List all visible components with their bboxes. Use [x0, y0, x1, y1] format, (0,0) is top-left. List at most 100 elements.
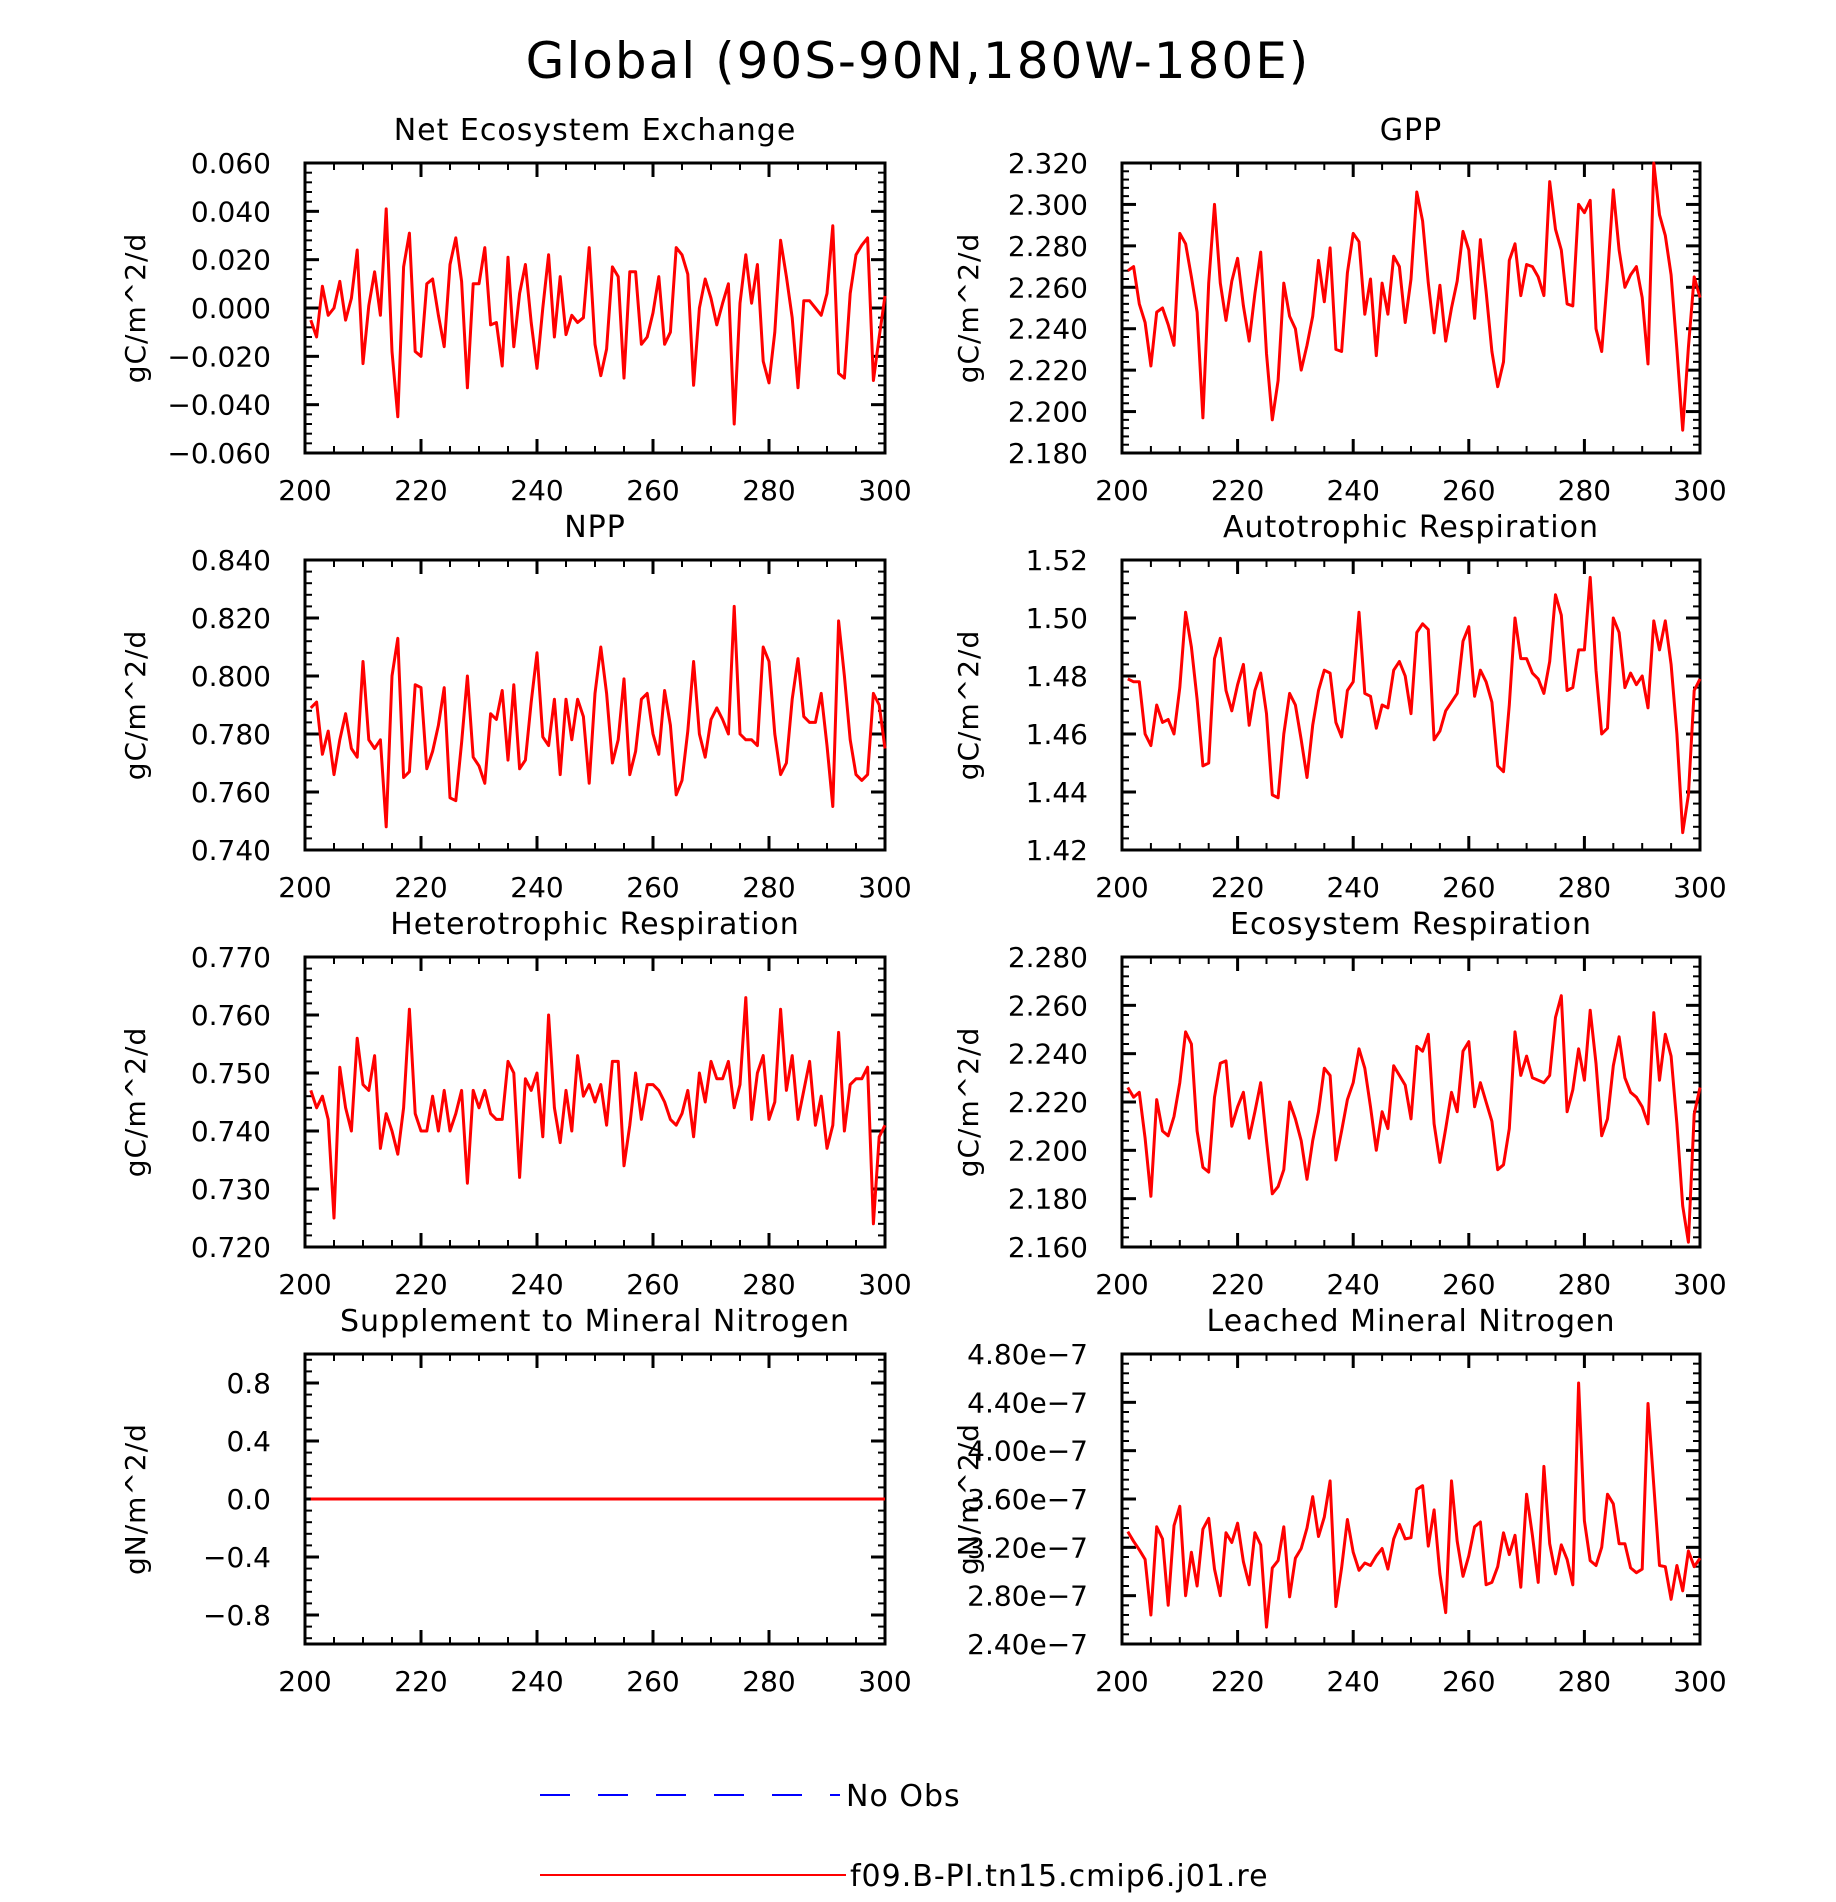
y-tick-label: 2.180 — [1008, 437, 1088, 470]
legend: No Obs f09.B-PI.tn15.cmip6.j01.re — [540, 1779, 1269, 1894]
y-tick-label: 2.260 — [1008, 989, 1088, 1022]
panel-7: Supplement to Mineral Nitrogen gN/m^2/d 20… — [119, 1304, 912, 1698]
plot-frame — [1120, 1352, 1702, 1646]
x-tick-label: 240 — [510, 871, 563, 904]
y-tick-label: −0.040 — [167, 389, 271, 422]
panel-title: Autotrophic Respiration — [1223, 510, 1599, 545]
panel-title: NPP — [564, 510, 626, 545]
y-tick-label: −0.4 — [203, 1541, 271, 1574]
y-tick-label: 0.040 — [191, 195, 271, 228]
y-axis-label: gN/m^2/d — [119, 1423, 152, 1575]
y-axis-label: gC/m^2/d — [952, 1027, 985, 1178]
panel-2: GPP gC/m^2/d 200 220 240 260 280 300 2.180 2.200 2… — [952, 113, 1727, 507]
y-axis-label: gC/m^2/d — [119, 1027, 152, 1178]
y-tick-label: 2.40e−7 — [967, 1628, 1088, 1661]
x-tick-label: 260 — [626, 474, 679, 507]
y-tick-label: 0.000 — [191, 292, 271, 325]
y-axis-label: gC/m^2/d — [952, 630, 985, 781]
panel-3: NPP gC/m^2/d 200 220 240 260 280 300 0.740 0.760 0… — [119, 510, 912, 904]
series-line — [1127, 575, 1702, 835]
panel-title: Leached Mineral Nitrogen — [1207, 1304, 1616, 1339]
y-tick-label: −0.020 — [167, 340, 271, 373]
x-tick-label: 260 — [1442, 871, 1495, 904]
x-tick-label: 240 — [510, 1665, 563, 1698]
y-tick-label: 0.740 — [191, 1115, 271, 1148]
y-tick-label: 2.240 — [1008, 1038, 1088, 1071]
y-tick-label: 2.180 — [1008, 1183, 1088, 1216]
y-axis-label: gN/m^2/d — [952, 1423, 985, 1575]
x-tick-label: 220 — [394, 1268, 447, 1301]
y-tick-label: 0.760 — [191, 776, 271, 809]
panel-title: Ecosystem Respiration — [1230, 907, 1592, 942]
y-tick-label: 0.8 — [226, 1367, 271, 1400]
y-tick-label: 2.80e−7 — [967, 1580, 1088, 1613]
x-tick-label: 200 — [278, 871, 331, 904]
y-axis-label: gC/m^2/d — [119, 630, 152, 781]
x-tick-label: 220 — [1211, 1665, 1264, 1698]
y-tick-label: 1.50 — [1026, 602, 1088, 635]
y-tick-label: 0.0 — [226, 1483, 271, 1516]
y-tick-label: 2.280 — [1008, 941, 1088, 974]
x-tick-label: 220 — [1211, 1268, 1264, 1301]
y-tick-label: 2.220 — [1008, 354, 1088, 387]
y-tick-label: 2.200 — [1008, 1134, 1088, 1167]
x-tick-label: 200 — [1095, 474, 1148, 507]
x-tick-label: 300 — [1673, 1665, 1726, 1698]
y-tick-label: 2.240 — [1008, 313, 1088, 346]
x-tick-label: 240 — [1326, 1268, 1379, 1301]
x-tick-label: 220 — [394, 1665, 447, 1698]
panel-title: GPP — [1380, 113, 1442, 148]
x-tick-label: 240 — [1326, 871, 1379, 904]
legend-model-label: f09.B-PI.tn15.cmip6.j01.re — [850, 1859, 1269, 1894]
y-tick-label: 0.840 — [191, 544, 271, 577]
y-tick-label: 0.780 — [191, 718, 271, 751]
y-axis-label: gC/m^2/d — [952, 233, 985, 384]
x-tick-label: 300 — [858, 1665, 911, 1698]
panel-title: Net Ecosystem Exchange — [394, 113, 797, 148]
y-tick-label: 2.200 — [1008, 396, 1088, 429]
x-tick-label: 220 — [1211, 871, 1264, 904]
y-tick-label: 1.42 — [1026, 834, 1088, 867]
y-tick-label: 4.80e−7 — [967, 1338, 1088, 1371]
x-tick-label: 280 — [1558, 1665, 1611, 1698]
y-tick-label: 0.730 — [191, 1173, 271, 1206]
panel-title: Supplement to Mineral Nitrogen — [340, 1304, 850, 1339]
series-line — [309, 207, 887, 426]
y-tick-label: 1.46 — [1026, 718, 1088, 751]
series-line — [1126, 161, 1702, 432]
panels: Net Ecosystem Exchange gC/m^2/d 200 220 240 2… — [119, 113, 1727, 1698]
y-tick-label: 0.750 — [191, 1057, 271, 1090]
x-tick-label: 220 — [394, 474, 447, 507]
series-line — [309, 604, 887, 829]
x-tick-label: 280 — [742, 1268, 795, 1301]
y-tick-label: 0.760 — [191, 999, 271, 1032]
x-tick-label: 280 — [742, 1665, 795, 1698]
series-line — [309, 996, 887, 1226]
x-tick-label: 280 — [1558, 474, 1611, 507]
series-line — [1126, 1381, 1702, 1629]
x-tick-label: 240 — [1326, 474, 1379, 507]
x-tick-label: 300 — [858, 1268, 911, 1301]
y-tick-label: 3.20e−7 — [967, 1531, 1088, 1564]
y-tick-label: 2.160 — [1008, 1231, 1088, 1264]
y-tick-label: 2.280 — [1008, 230, 1088, 263]
y-tick-label: 2.260 — [1008, 271, 1088, 304]
y-tick-label: 4.00e−7 — [967, 1435, 1088, 1468]
x-tick-label: 300 — [858, 871, 911, 904]
y-tick-label: 2.320 — [1008, 147, 1088, 180]
x-tick-label: 200 — [278, 1268, 331, 1301]
panel-8: Leached Mineral Nitrogen gN/m^2/d 200 220 24… — [952, 1304, 1727, 1698]
x-tick-label: 260 — [626, 871, 679, 904]
x-tick-label: 300 — [858, 474, 911, 507]
panel-title: Heterotrophic Respiration — [390, 907, 800, 942]
y-tick-label: 0.720 — [191, 1231, 271, 1264]
x-tick-label: 280 — [742, 871, 795, 904]
x-tick-label: 260 — [626, 1665, 679, 1698]
y-tick-label: 2.220 — [1008, 1086, 1088, 1119]
x-tick-label: 300 — [1673, 1268, 1726, 1301]
y-tick-label: 4.40e−7 — [967, 1386, 1088, 1419]
x-tick-label: 240 — [510, 1268, 563, 1301]
y-tick-label: 2.300 — [1008, 188, 1088, 221]
